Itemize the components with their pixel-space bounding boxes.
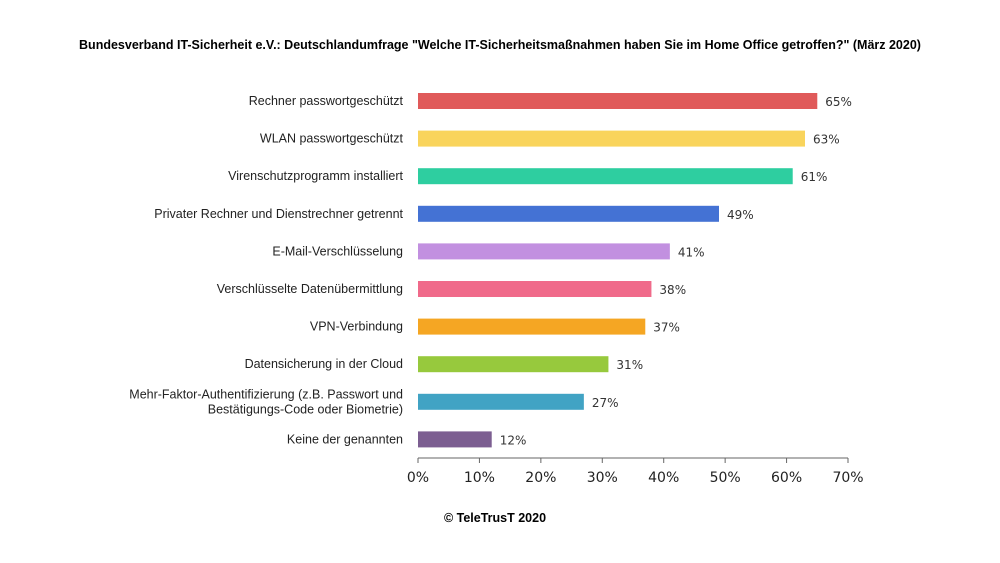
bar — [418, 205, 719, 222]
data-label: 37% — [653, 321, 680, 335]
bar — [418, 130, 805, 147]
bars — [418, 93, 818, 448]
bar — [418, 281, 652, 297]
data-label: 38% — [659, 283, 686, 297]
data-label: 41% — [678, 245, 705, 259]
bar — [418, 93, 818, 109]
category-label: Rechner passwortgeschützt — [249, 94, 404, 108]
bar — [418, 431, 492, 448]
category-label: Privater Rechner und Dienstrechner getre… — [154, 207, 403, 221]
category-label: Verschlüsselte Datenübermittlung — [217, 282, 403, 296]
x-tick-label: 0% — [407, 470, 429, 486]
value-labels: 65% 63% 61% 49% 41% 38% 37% 31% 27% 12% — [500, 95, 852, 447]
category-label: E-Mail-Verschlüsselung — [272, 244, 403, 258]
category-label: Datensicherung in der Cloud — [245, 357, 403, 371]
data-label: 31% — [616, 358, 643, 372]
x-tick-label: 10% — [464, 470, 495, 486]
x-tick-label: 40% — [648, 470, 679, 486]
bar — [418, 168, 793, 185]
category-labels: Rechner passwortgeschützt WLAN passwortge… — [129, 94, 403, 446]
data-label: 61% — [801, 170, 828, 184]
chart-title: Bundesverband IT-Sicherheit e.V.: Deutsc… — [79, 38, 921, 52]
data-label: 12% — [500, 433, 527, 447]
x-tick-label: 60% — [771, 470, 802, 486]
x-tick-label: 30% — [587, 470, 618, 486]
bar — [418, 243, 670, 260]
data-label: 63% — [813, 133, 840, 147]
x-tick-label: 50% — [710, 470, 741, 486]
bar — [418, 393, 584, 410]
x-tick-label: 70% — [832, 470, 863, 486]
data-label: 49% — [727, 208, 754, 222]
data-label: 65% — [825, 95, 852, 109]
bar — [418, 356, 609, 373]
category-label: VPN-Verbindung — [310, 320, 403, 334]
x-tick-label: 20% — [525, 470, 556, 486]
category-label: WLAN passwortgeschützt — [260, 132, 404, 146]
x-ticks: 0% 10% 20% 30% 40% 50% 60% 70% — [407, 458, 864, 486]
data-label: 27% — [592, 396, 619, 410]
bar — [418, 318, 646, 335]
copyright-credit: © TeleTrusT 2020 — [443, 511, 547, 525]
category-label: Virenschutzprogramm installiert — [228, 169, 403, 183]
category-label: Mehr-Faktor-Authentifizierung (z.B. Pass… — [129, 387, 403, 416]
category-label: Keine der genannten — [287, 432, 403, 446]
